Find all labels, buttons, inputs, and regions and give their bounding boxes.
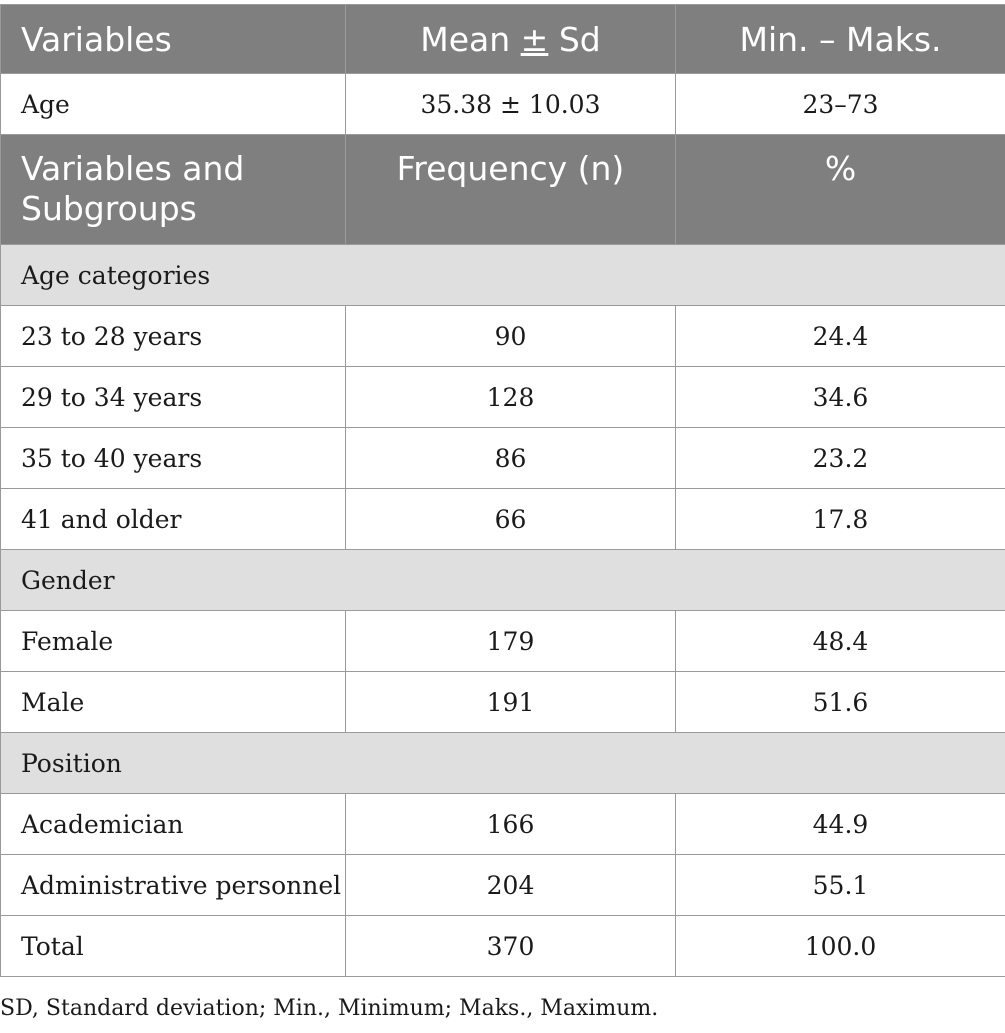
row-percent: 34.6: [675, 366, 1005, 428]
age-mean-sd: 35.38 ± 10.03: [345, 73, 676, 135]
row-percent: 24.4: [675, 305, 1005, 367]
age-label: Age: [0, 73, 346, 135]
demographics-table: Variables Mean ± Sd Min. – Maks. Age 35.…: [0, 4, 1005, 977]
group-row-age-categories: Age categories: [0, 244, 1005, 306]
table-row: 41 and older 66 17.8: [0, 488, 1005, 550]
row-label: 29 to 34 years: [0, 366, 346, 428]
row-percent: 55.1: [675, 854, 1005, 916]
row-frequency: 128: [345, 366, 676, 428]
table-row: Male 191 51.6: [0, 671, 1005, 733]
row-label: Female: [0, 610, 346, 672]
row-frequency: 90: [345, 305, 676, 367]
row-label: 41 and older: [0, 488, 346, 550]
table-row: 29 to 34 years 128 34.6: [0, 366, 1005, 428]
row-frequency: 204: [345, 854, 676, 916]
group-label: Gender: [0, 549, 1005, 611]
header-frequency: Frequency (n): [345, 134, 676, 245]
header-row-descriptive: Variables Mean ± Sd Min. – Maks.: [0, 4, 1005, 74]
group-row-position: Position: [0, 732, 1005, 794]
table-row: Academician 166 44.9: [0, 793, 1005, 855]
header-row-frequency: Variables and Subgroups Frequency (n) %: [0, 134, 1005, 245]
row-frequency: 166: [345, 793, 676, 855]
row-percent: 51.6: [675, 671, 1005, 733]
row-label: 35 to 40 years: [0, 427, 346, 489]
row-percent: 44.9: [675, 793, 1005, 855]
table-row: 23 to 28 years 90 24.4: [0, 305, 1005, 367]
table-row: Administrative personnel 204 55.1: [0, 854, 1005, 916]
row-percent: 17.8: [675, 488, 1005, 550]
header-mean-sd: Mean ± Sd: [345, 4, 676, 74]
total-label: Total: [0, 915, 346, 977]
row-label: Academician: [0, 793, 346, 855]
row-frequency: 86: [345, 427, 676, 489]
table-footnote: SD, Standard deviation; Min., Minimum; M…: [0, 996, 659, 1021]
total-percent: 100.0: [675, 915, 1005, 977]
row-frequency: 66: [345, 488, 676, 550]
header-variables-subgroups: Variables and Subgroups: [0, 134, 346, 245]
age-range: 23–73: [675, 73, 1005, 135]
row-percent: 23.2: [675, 427, 1005, 489]
header-percent: %: [675, 134, 1005, 245]
row-frequency: 179: [345, 610, 676, 672]
table-row: Female 179 48.4: [0, 610, 1005, 672]
table-row: 35 to 40 years 86 23.2: [0, 427, 1005, 489]
table-row-total: Total 370 100.0: [0, 915, 1005, 977]
total-frequency: 370: [345, 915, 676, 977]
row-frequency: 191: [345, 671, 676, 733]
row-label: Male: [0, 671, 346, 733]
group-label: Age categories: [0, 244, 1005, 306]
header-variables: Variables: [0, 4, 346, 74]
header-min-max: Min. – Maks.: [675, 4, 1005, 74]
group-label: Position: [0, 732, 1005, 794]
row-label: 23 to 28 years: [0, 305, 346, 367]
row-label: Administrative personnel: [0, 854, 346, 916]
group-row-gender: Gender: [0, 549, 1005, 611]
table-row-age: Age 35.38 ± 10.03 23–73: [0, 73, 1005, 135]
row-percent: 48.4: [675, 610, 1005, 672]
